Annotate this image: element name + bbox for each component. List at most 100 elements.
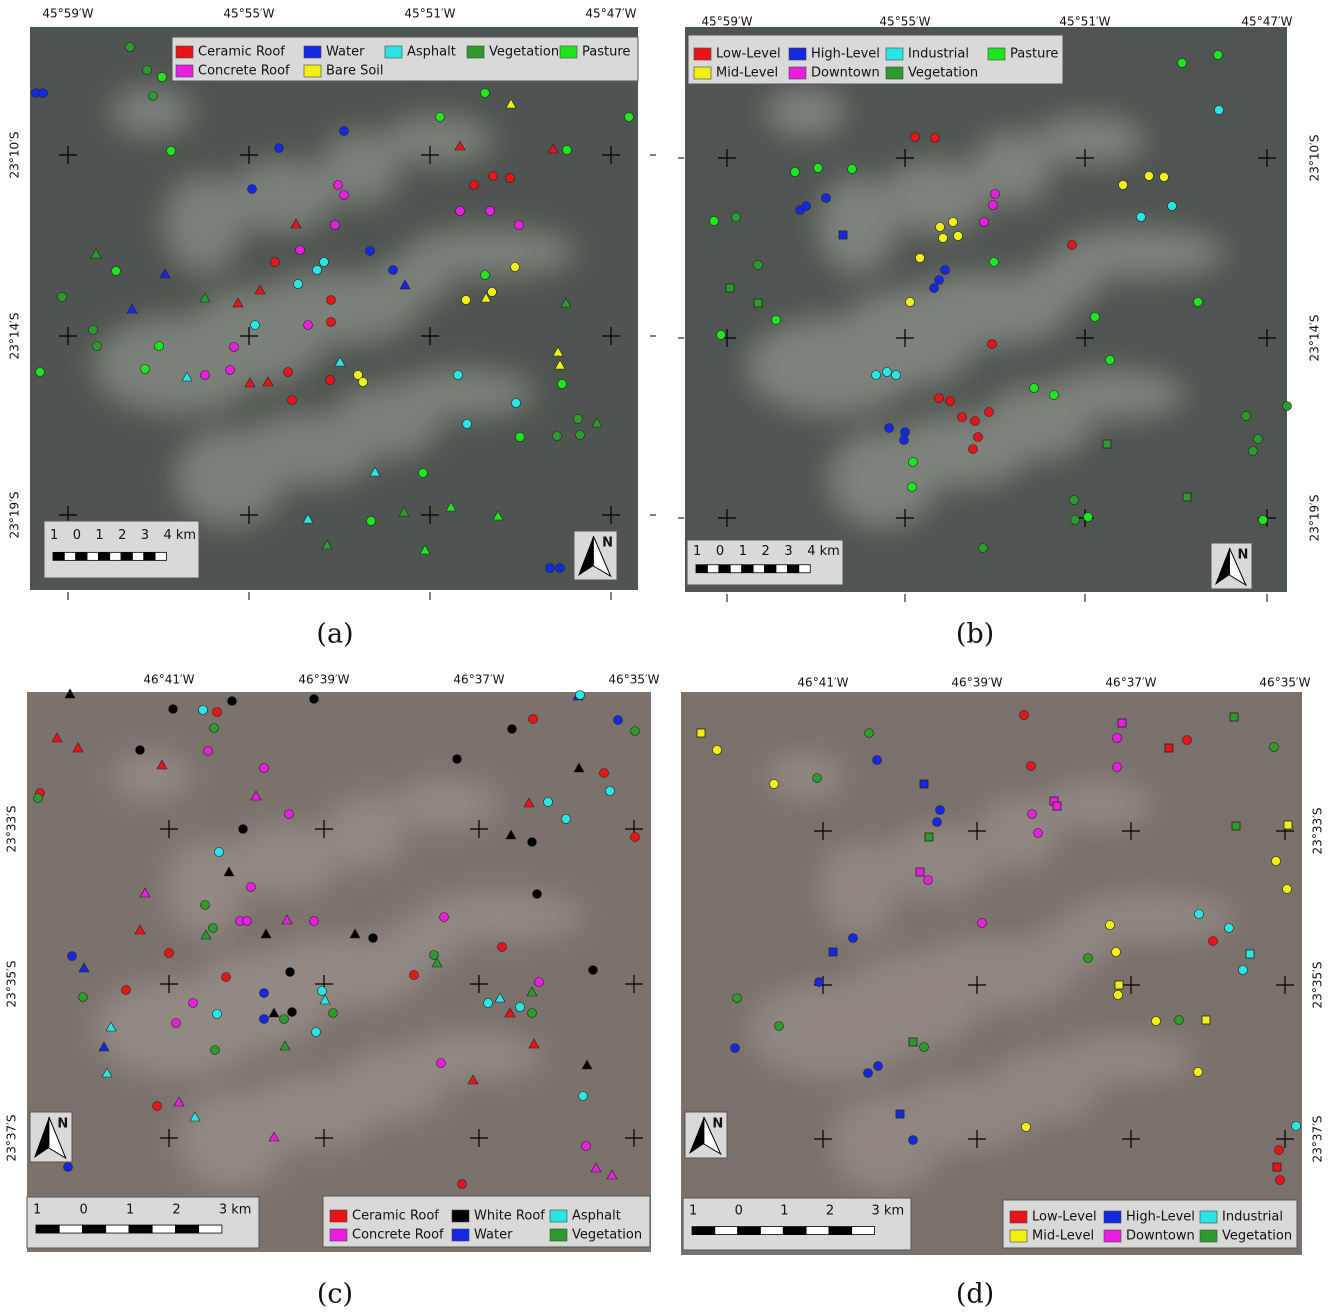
sample-polygon — [1284, 821, 1292, 829]
sample-point — [294, 280, 303, 289]
sample-point — [488, 288, 497, 297]
scale-segment — [753, 565, 764, 573]
sample-point — [251, 321, 260, 330]
sample-point — [1242, 412, 1251, 421]
urban-patch — [1045, 369, 1185, 419]
sample-point — [1283, 402, 1292, 411]
scale-segment — [765, 565, 776, 573]
legend-label: Vegetation — [572, 1228, 642, 1243]
sample-point — [958, 413, 967, 422]
urban-patch — [94, 979, 264, 1077]
legend-label: Concrete Roof — [352, 1228, 444, 1243]
legend-swatch — [452, 1210, 469, 1222]
legend-label: Low-Level — [1032, 1210, 1097, 1225]
sample-point — [215, 848, 224, 857]
sample-point — [1050, 391, 1059, 400]
sample-point — [989, 201, 998, 210]
scale-segment — [87, 552, 98, 560]
scale-label: 1 — [689, 1204, 697, 1219]
sample-point — [606, 787, 615, 796]
scale-label: 2 — [826, 1204, 834, 1219]
scale-segment — [64, 552, 75, 560]
x-coordinate-label: 46°41′W — [797, 676, 848, 690]
sample-point — [470, 181, 479, 190]
x-coordinate-label: 45°59′W — [701, 15, 752, 29]
sample-point — [329, 1009, 338, 1018]
sample-point — [908, 483, 917, 492]
sample-point — [909, 1136, 918, 1145]
sample-point — [189, 999, 198, 1008]
legend-swatch — [789, 48, 806, 60]
scale-segment — [783, 1227, 806, 1235]
legend-label: Downtown — [811, 66, 880, 81]
scale-segment — [110, 552, 121, 560]
legend-swatch — [385, 46, 402, 58]
scale-label: 3 km — [219, 1202, 252, 1217]
sample-point — [285, 810, 294, 819]
map-panel: 45°59′W45°55′W45°51′W45°47′W23°10′S23°14… — [8, 7, 657, 650]
sample-polygon — [697, 729, 705, 737]
legend-swatch — [789, 67, 806, 79]
sample-point — [327, 296, 336, 305]
urban-patch — [394, 368, 534, 418]
sample-point — [169, 705, 178, 714]
sample-point — [733, 994, 742, 1003]
sample-point — [484, 999, 493, 1008]
sample-point — [936, 223, 945, 232]
scale-label: 3 km — [872, 1204, 905, 1219]
sample-point — [625, 113, 634, 122]
map-panel: 46°41′W46°39′W46°37′W46°35′W23°33′S23°35… — [681, 676, 1325, 1310]
sample-point — [201, 371, 210, 380]
scale-segment — [82, 1225, 105, 1233]
sample-point — [939, 234, 948, 243]
sample-point — [515, 221, 524, 230]
sample-point — [885, 424, 894, 433]
sample-point — [631, 727, 640, 736]
sample-point — [1091, 313, 1100, 322]
scale-segment — [799, 565, 810, 573]
scale-label: 3 — [784, 544, 792, 559]
legend-swatch — [1010, 1211, 1027, 1223]
sample-point — [516, 433, 525, 442]
sample-point — [563, 146, 572, 155]
sample-point — [1183, 736, 1192, 745]
urban-patch — [403, 1031, 543, 1081]
sample-point — [1106, 921, 1115, 930]
legend-swatch — [452, 1229, 469, 1241]
sample-point — [988, 340, 997, 349]
sample-point — [58, 293, 67, 302]
legend-label: Industrial — [1222, 1210, 1283, 1225]
scale-label: 0 — [73, 528, 81, 543]
sample-point — [369, 934, 378, 943]
sample-point — [1084, 513, 1093, 522]
legend-label: Downtown — [1126, 1229, 1195, 1244]
sample-point — [239, 825, 248, 834]
sample-point — [280, 1015, 289, 1024]
scale-segment — [719, 565, 730, 573]
sample-point — [167, 147, 176, 156]
sample-point — [1254, 435, 1263, 444]
sample-point — [717, 331, 726, 340]
scale-segment — [707, 565, 718, 573]
sample-point — [1168, 202, 1177, 211]
sample-point — [546, 564, 555, 573]
sample-point — [486, 207, 495, 216]
legend-label: Vegetation — [908, 66, 978, 81]
sample-point — [143, 66, 152, 75]
sample-point — [969, 445, 978, 454]
sample-point — [271, 258, 280, 267]
sample-point — [165, 949, 174, 958]
sample-point — [1022, 1123, 1031, 1132]
sample-point — [849, 934, 858, 943]
sample-point — [230, 343, 239, 352]
sample-point — [112, 267, 121, 276]
sample-point — [991, 190, 1000, 199]
sample-polygon — [1103, 440, 1111, 448]
sample-polygon — [1118, 719, 1126, 727]
scale-segment — [829, 1227, 852, 1235]
sample-point — [389, 266, 398, 275]
legend-label: High-Level — [1126, 1210, 1195, 1225]
sample-point — [436, 113, 445, 122]
sample-point — [209, 924, 218, 933]
sample-point — [312, 1028, 321, 1037]
